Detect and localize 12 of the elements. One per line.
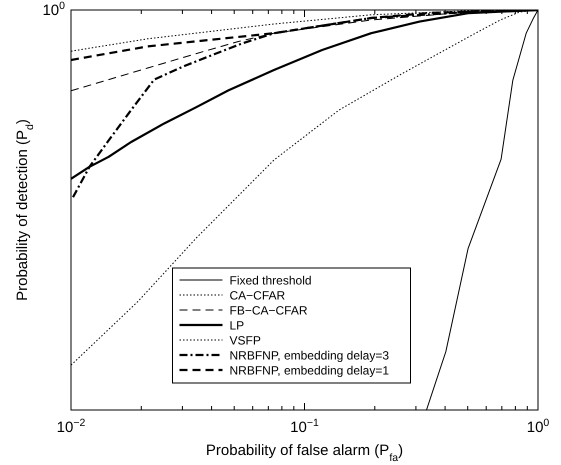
legend-label: CA−CFAR xyxy=(230,288,286,302)
legend-label: LP xyxy=(230,318,244,332)
legend-label: FB−CA−CFAR xyxy=(230,304,308,318)
x-tick-label: 10$^{−2}$ xyxy=(56,417,86,436)
text: 10$^{0}$ xyxy=(42,0,66,19)
legend-label: NRBFNP, embedding delay=1 xyxy=(230,364,390,378)
x-axis-title: Probability of false alarm (P$_{fa}$) xyxy=(206,442,404,464)
x-tick-label: 10$^{0}$ xyxy=(526,417,550,436)
legend-label: Fixed threshold xyxy=(230,274,312,288)
legend-label: VSFP xyxy=(230,334,261,348)
legend-label: NRBFNP, embedding delay=3 xyxy=(230,348,390,362)
x-tick-label: 10$^{−1}$ xyxy=(290,417,319,436)
